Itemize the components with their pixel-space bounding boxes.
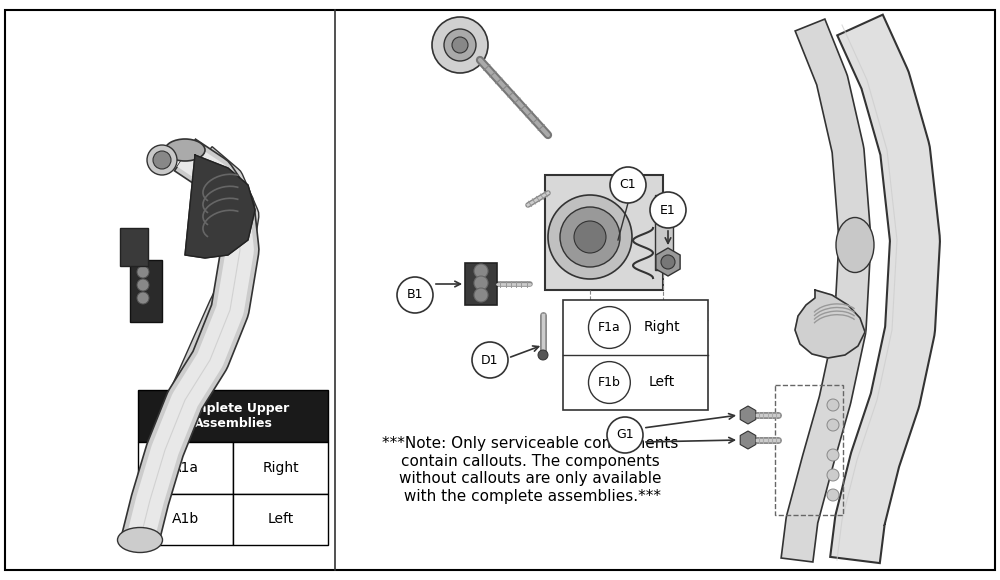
Circle shape	[548, 195, 632, 279]
Circle shape	[137, 279, 149, 291]
Polygon shape	[122, 139, 259, 545]
Circle shape	[661, 255, 675, 269]
Circle shape	[574, 221, 606, 253]
Bar	[465, 263, 497, 305]
Ellipse shape	[836, 218, 874, 273]
Bar	[545, 175, 663, 290]
Circle shape	[588, 307, 630, 349]
Bar	[655, 195, 673, 270]
Circle shape	[472, 342, 508, 378]
Bar	[138, 390, 328, 442]
Text: Left: Left	[267, 512, 294, 526]
Circle shape	[827, 399, 839, 411]
Text: G1: G1	[616, 429, 634, 441]
Text: Right: Right	[643, 321, 680, 335]
Circle shape	[607, 417, 643, 453]
Circle shape	[610, 167, 646, 203]
Bar	[120, 228, 148, 266]
Circle shape	[827, 489, 839, 501]
Circle shape	[560, 207, 620, 267]
Circle shape	[588, 361, 630, 404]
Circle shape	[137, 266, 149, 278]
Text: Left: Left	[648, 375, 675, 390]
Text: A1a: A1a	[172, 461, 199, 475]
Polygon shape	[126, 143, 254, 543]
Text: Right: Right	[262, 461, 299, 475]
Circle shape	[474, 288, 488, 302]
Text: ***Note: Only serviceable components
contain callouts. The components
without ca: ***Note: Only serviceable components con…	[382, 436, 678, 503]
Bar	[668, 210, 680, 222]
Bar	[130, 260, 162, 322]
Ellipse shape	[147, 145, 177, 175]
Bar	[138, 494, 233, 545]
Text: B1: B1	[407, 288, 423, 302]
Polygon shape	[830, 14, 940, 563]
Circle shape	[452, 37, 468, 53]
Text: F1b: F1b	[598, 376, 621, 389]
Polygon shape	[185, 155, 255, 258]
Text: F1a: F1a	[598, 321, 621, 334]
Ellipse shape	[153, 151, 171, 169]
Polygon shape	[795, 290, 865, 358]
Circle shape	[444, 29, 476, 61]
Circle shape	[827, 469, 839, 481]
Text: A1b: A1b	[172, 512, 199, 526]
Polygon shape	[170, 147, 259, 400]
Bar	[233, 494, 328, 545]
Circle shape	[432, 17, 488, 73]
Ellipse shape	[165, 139, 205, 161]
Circle shape	[474, 264, 488, 278]
Polygon shape	[781, 19, 871, 562]
Circle shape	[538, 350, 548, 360]
Text: Complete Upper
Assemblies: Complete Upper Assemblies	[176, 402, 290, 430]
Ellipse shape	[118, 527, 162, 553]
Bar	[233, 442, 328, 494]
Bar	[563, 300, 708, 410]
Circle shape	[650, 192, 686, 228]
Text: E1: E1	[660, 204, 676, 216]
Circle shape	[474, 276, 488, 290]
Bar	[138, 442, 233, 494]
Bar	[775, 385, 843, 515]
Circle shape	[137, 292, 149, 304]
Text: C1: C1	[620, 179, 636, 191]
Circle shape	[827, 419, 839, 431]
Circle shape	[827, 449, 839, 461]
Text: D1: D1	[481, 353, 499, 367]
Circle shape	[397, 277, 433, 313]
